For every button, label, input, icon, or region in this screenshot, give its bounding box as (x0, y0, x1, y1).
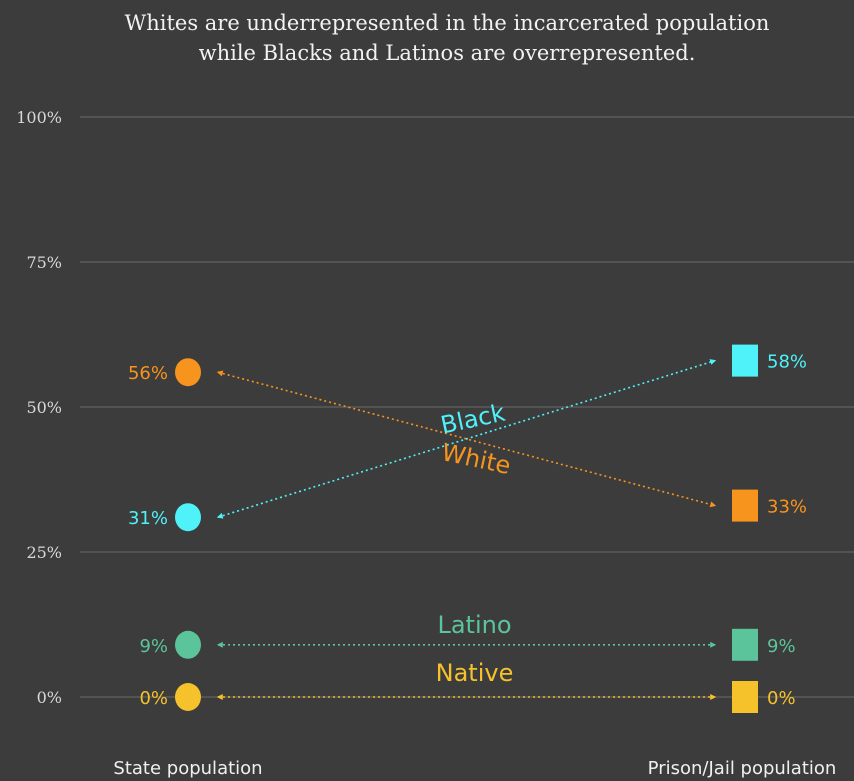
category-label-prison: Prison/Jail population (648, 758, 837, 779)
chart-title-line-1: Whites are underrepresented in the incar… (125, 11, 770, 35)
category-label-state: State population (113, 758, 262, 779)
series-name-native: Native (436, 659, 514, 687)
point-native-state (175, 683, 201, 711)
gridlines: 100% 75% 50% 25% 0% (16, 108, 854, 707)
connector-lines (216, 359, 717, 700)
y-tick-label-50: 50% (26, 398, 62, 417)
point-latino-state (175, 630, 201, 659)
value-label-white-state: 56% (128, 363, 168, 384)
value-label-black-prison: 58% (767, 352, 807, 373)
data-marks (175, 344, 758, 713)
y-tick-label-0: 0% (37, 688, 62, 707)
y-tick-label-75: 75% (26, 253, 62, 272)
point-white-state (175, 358, 201, 387)
value-label-native-state: 0% (139, 688, 168, 709)
y-tick-label-25: 25% (26, 543, 62, 562)
labels: State population Prison/Jail population 56… (113, 352, 836, 779)
series-name-white: White (439, 438, 513, 480)
value-label-black-state: 31% (128, 508, 168, 529)
point-latino-prison (732, 628, 758, 661)
value-label-native-prison: 0% (767, 688, 796, 709)
y-tick-label-100: 100% (16, 108, 62, 127)
value-label-latino-prison: 9% (767, 636, 796, 657)
point-black-state (175, 503, 201, 532)
point-white-prison (732, 489, 758, 522)
point-native-prison (732, 681, 758, 713)
series-name-latino: Latino (437, 611, 511, 639)
series-name-black: Black (438, 399, 507, 440)
value-label-white-prison: 33% (767, 497, 807, 518)
connector-black (216, 359, 717, 519)
value-label-latino-state: 9% (139, 636, 168, 657)
chart-title-line-2: while Blacks and Latinos are overreprese… (199, 41, 696, 65)
point-black-prison (732, 344, 758, 377)
